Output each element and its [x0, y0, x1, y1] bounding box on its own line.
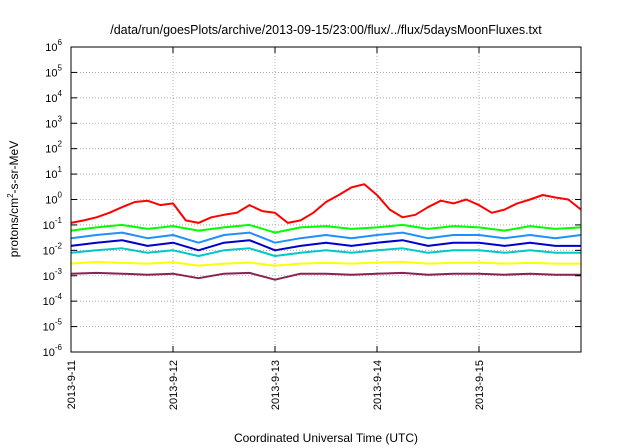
y-axis-label: protons/cm2-s-sr-MeV	[6, 141, 21, 257]
series-line-6	[70, 260, 581, 267]
chart-title: /data/run/goesPlots/archive/2013-09-15/2…	[110, 23, 542, 37]
y-tick-label: 10-3	[43, 267, 63, 283]
x-tick-label: 2013-9-13	[270, 360, 282, 410]
y-tick-label: 102	[45, 140, 62, 156]
y-tick-label: 104	[45, 89, 62, 105]
y-tick-label: 10-1	[43, 216, 63, 232]
y-tick-label: 10-2	[43, 241, 63, 257]
grid-lines	[71, 47, 581, 352]
y-tick-label: 10-6	[43, 343, 63, 359]
series-line-5	[70, 247, 581, 257]
y-tick-label: 101	[45, 165, 62, 181]
y-tick-label: 103	[45, 114, 62, 130]
y-tick-label: 10-5	[43, 318, 63, 334]
x-tick-label: 2013-9-14	[372, 360, 384, 410]
series-line-2	[70, 223, 582, 234]
y-tick-label: 105	[45, 63, 62, 79]
y-tick-labels: 10-6 10-5 10-4 10-3 10-2 10-1 100 101 102 103 104 1…	[43, 38, 63, 359]
axis-ticks	[70, 46, 581, 353]
x-tick-labels: 2013-9-11 2013-9-12 2013-9-13 2013-9-14 2013…	[66, 360, 486, 410]
x-tick-label: 2013-9-11	[66, 360, 78, 409]
x-axis-label: Coordinated Universal Time (UTC)	[234, 431, 418, 445]
y-tick-label: 10-4	[43, 292, 63, 308]
x-tick-label: 2013-9-12	[168, 360, 180, 410]
x-tick-label: 2013-9-15	[474, 360, 486, 410]
y-tick-label: 100	[45, 191, 62, 207]
series-line-7	[70, 271, 581, 281]
series-line-1	[70, 183, 582, 224]
series-line-4	[70, 239, 581, 252]
series-group	[70, 183, 582, 281]
y-tick-label: 106	[45, 38, 62, 54]
series-line-3	[70, 231, 582, 244]
